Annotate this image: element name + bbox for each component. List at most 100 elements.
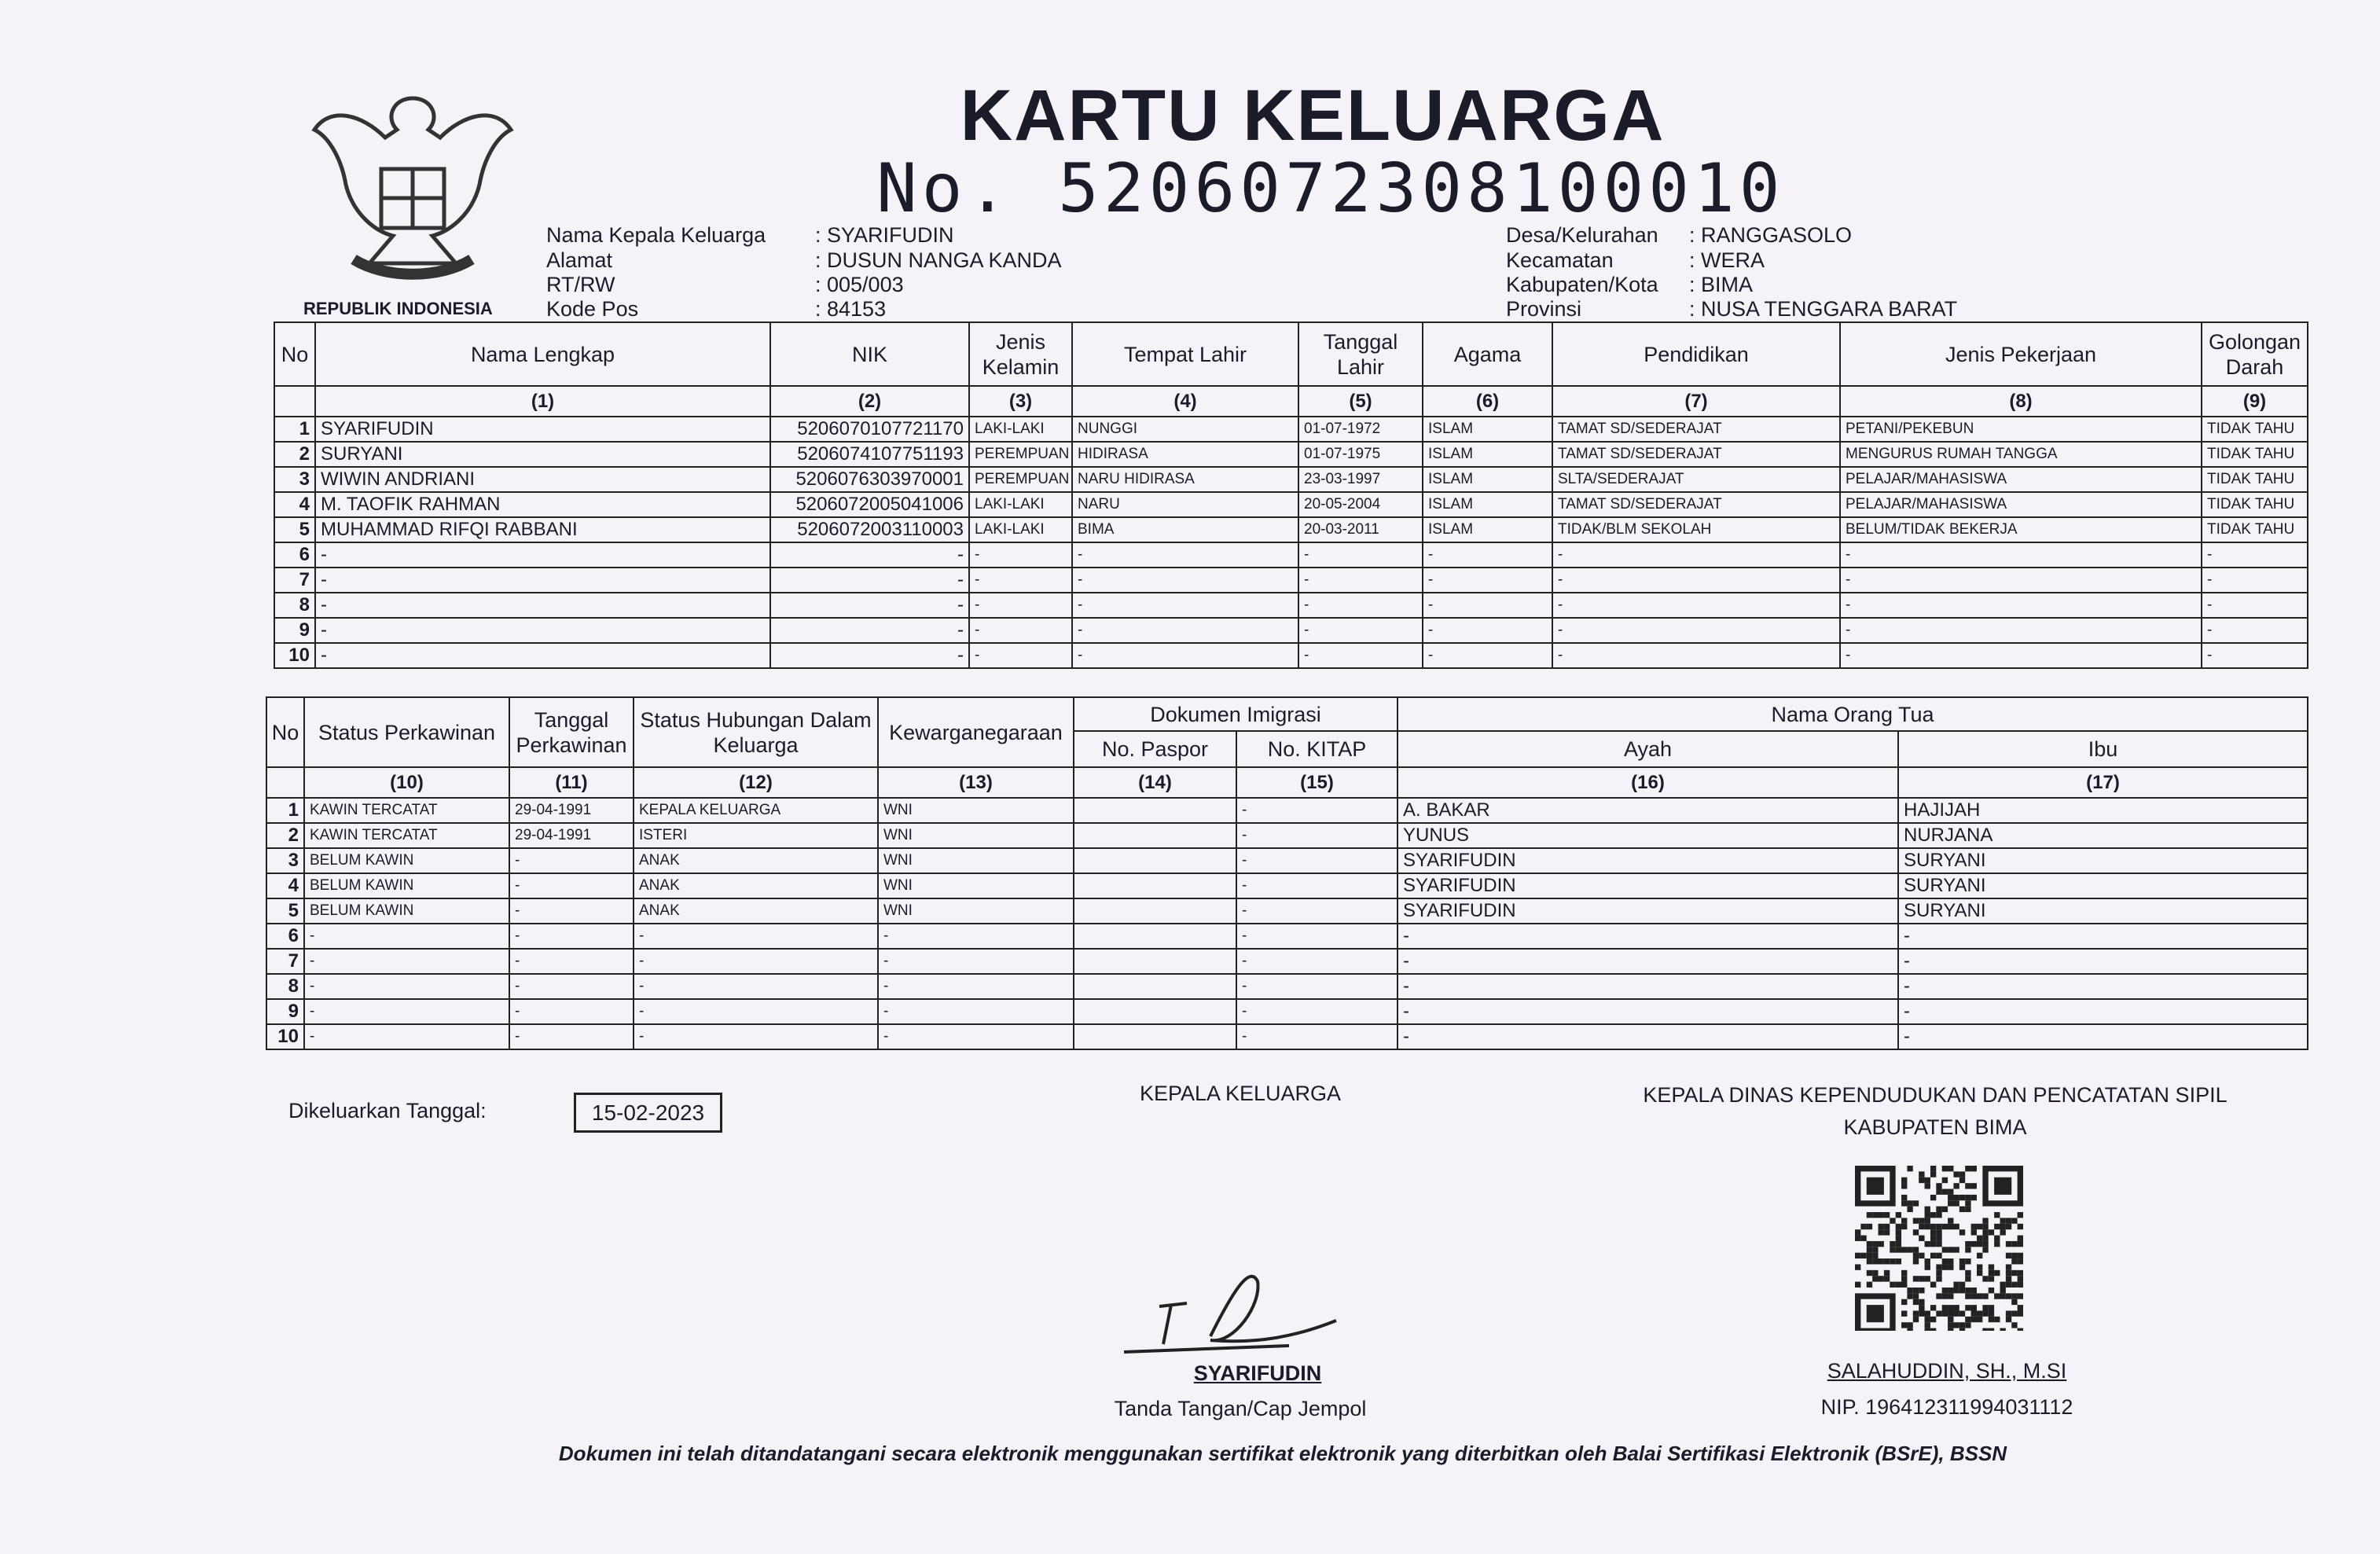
qr-module [1965,1200,1971,1207]
qr-module [1994,1269,2000,1277]
qr-module [1901,1310,1908,1317]
cell: - [968,642,1073,669]
qr-module [1930,1223,1937,1230]
qr-module [1988,1305,1995,1311]
qr-module [1953,1305,1959,1311]
cell: ANAK [633,898,879,924]
qr-module [2005,1264,2012,1270]
cell: WNI [877,898,1074,924]
qr-module [1953,1247,1959,1253]
info-label: Nama Kepala Keluarga [546,223,766,247]
head-name: SYARIFUDIN [1193,1361,1322,1385]
cell: KEPALA KELUARGA [633,797,879,824]
cell: - [1397,1023,1900,1050]
qr-module [1970,1229,1977,1236]
qr-module [1924,1212,1930,1218]
cell: 10 [274,642,316,669]
cell: - [303,973,510,1000]
cell: - [509,923,634,950]
member-row: 4 M. TAOFIK RAHMAN 5206072005041006 LAKI-LA… [274,491,2308,518]
status-row: 5 BELUM KAWIN - ANAK WNI - SYARIFUDIN SURYANI [266,898,2309,924]
members-table: No Nama Lengkap NIK Jenis Kelamin Tempat Lah… [274,321,2308,669]
cell: LAKI-LAKI [968,416,1073,443]
qr-module [1965,1258,1971,1265]
cell: 01-07-1972 [1298,416,1423,443]
member-row: 10- - - - - - - - - [274,642,2308,669]
qr-module [1948,1194,1954,1201]
cell: NUNGGI [1071,416,1299,443]
cell: 01-07-1975 [1298,441,1423,468]
qr-module [1872,1269,1879,1277]
member-row: 2 SURYANI 5206074107751193 PEREMPUAN HIDIRAS… [274,441,2308,468]
qr-module [1959,1206,1966,1213]
qr-module [1994,1240,2000,1247]
qr-module [1930,1240,1937,1247]
qr-module [1965,1206,1971,1213]
qr-module [1919,1305,1925,1311]
qr-module [1878,1276,1884,1282]
qr-module [1901,1194,1908,1201]
cell: - [303,1023,510,1050]
cell: - [303,948,510,975]
cell: - [877,998,1074,1025]
member-row: 5 MUHAMMAD RIFQI RABBANI 5206072003110003 L… [274,516,2308,543]
qr-module [1965,1247,1971,1253]
qr-module [1901,1200,1908,1207]
cell: SYARIFUDIN [1397,898,1900,924]
cell: LAKI-LAKI [968,491,1073,518]
cell: PEREMPUAN [968,466,1073,493]
qr-module [2011,1299,2018,1306]
qr-module [1936,1188,1942,1195]
column-index [274,385,316,417]
cell: ISLAM [1422,491,1553,518]
qr-module [1936,1310,1942,1317]
qr-module [1919,1252,1925,1259]
qr-module [2017,1212,2023,1218]
cell: - [303,923,510,950]
qr-module [1953,1171,1959,1177]
qr-module [2005,1316,2012,1323]
qr-module [1901,1247,1908,1253]
qr-module [1982,1240,1989,1247]
cell: TIDAK TAHU [2201,516,2308,543]
qr-module [1895,1235,1902,1241]
cell: - [1298,617,1423,644]
cell: - [314,567,771,593]
info-label: Provinsi [1506,297,1582,321]
cell: A. BAKAR [1397,797,1900,824]
head-caption: Tanda Tangan/Cap Jempol [1114,1397,1367,1420]
cell: 2 [266,822,305,849]
qr-module [1936,1293,1942,1299]
qr-module [1895,1229,1902,1236]
qr-module [1948,1188,1954,1195]
cell: - [769,642,970,669]
cell: - [877,923,1074,950]
cell: SURYANI [1897,873,2309,899]
cell: - [2201,642,2308,669]
qr-module [1912,1258,1919,1265]
qr-module [1872,1276,1879,1282]
cell: - [1235,847,1399,874]
qr-module [1970,1194,1977,1201]
qr-module [2000,1287,2006,1294]
qr-module [2017,1252,2023,1259]
cell: - [1298,542,1423,568]
qr-module [1890,1247,1896,1253]
qr-module [1878,1223,1884,1230]
qr-module [1901,1322,1908,1328]
column-index: (12) [633,766,879,799]
qr-module [1878,1258,1884,1265]
info-value: : 84153 [815,297,887,321]
qr-module [2011,1293,2018,1299]
qr-module [1965,1287,1971,1294]
number-label: No. [876,149,1013,228]
qr-module [1936,1235,1942,1241]
cell: - [1235,1023,1399,1050]
cell: - [1897,973,2309,1000]
info-value: : 005/003 [815,273,904,296]
qr-module [1924,1240,1930,1247]
column-index: (2) [769,385,970,417]
qr-module [1912,1247,1919,1253]
qr-module [1959,1194,1966,1201]
qr-module [1907,1166,1913,1172]
